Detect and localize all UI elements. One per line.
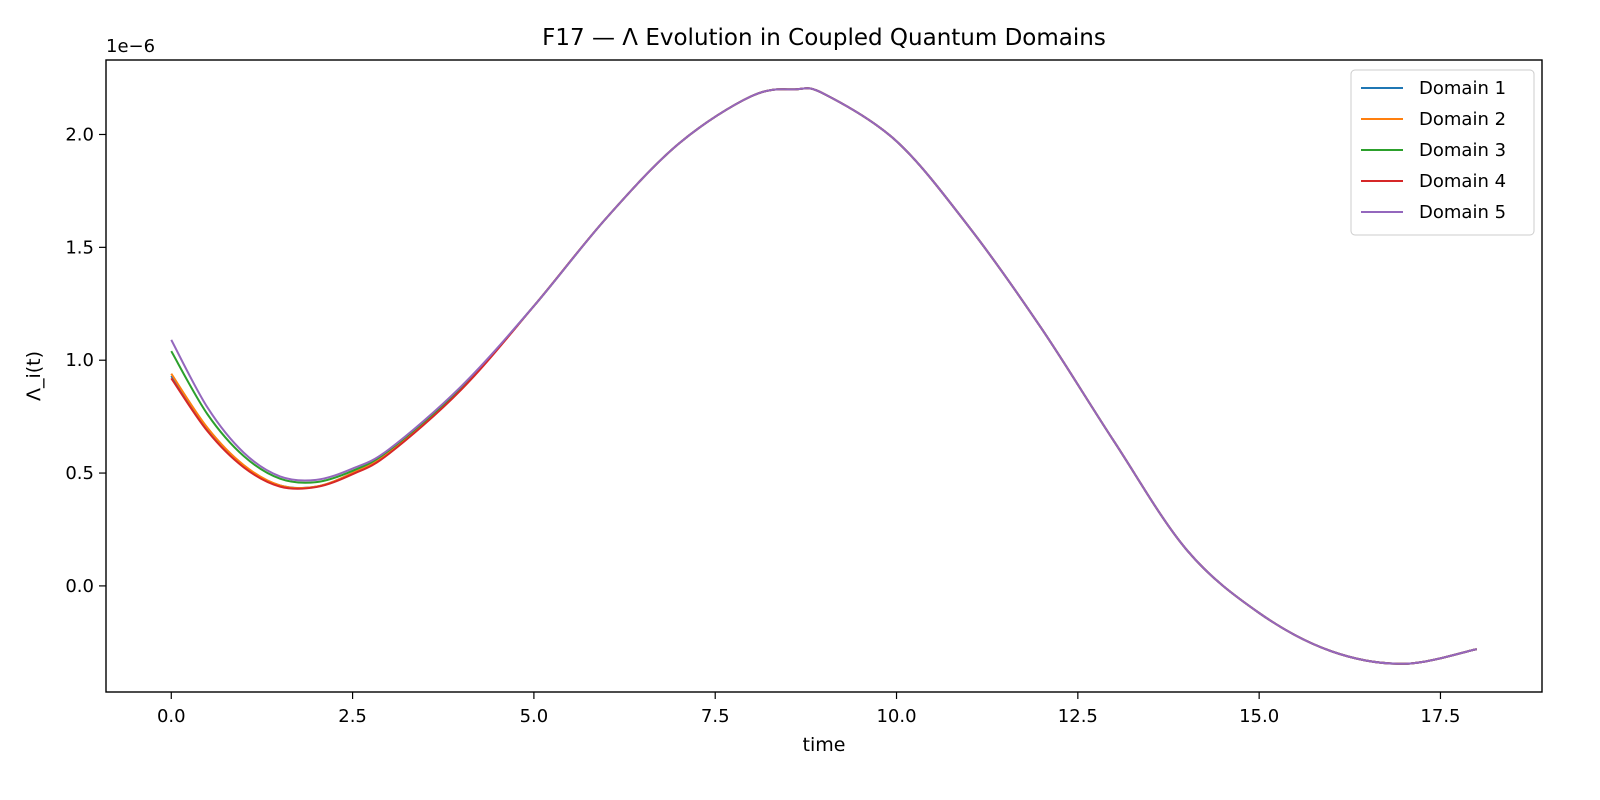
y-tick-label: 1.5 xyxy=(65,237,94,258)
x-axis: 0.0 2.5 5.0 7.5 10.0 12.5 15.0 17.5 xyxy=(157,692,1461,727)
y-axis-label: Λ_i(t) xyxy=(23,351,45,401)
x-axis-label: time xyxy=(803,734,846,756)
y-tick-label: 1.0 xyxy=(65,350,94,371)
x-tick-label: 15.0 xyxy=(1239,706,1279,727)
x-tick-label: 10.0 xyxy=(876,706,916,727)
x-tick-label: 17.5 xyxy=(1420,706,1460,727)
series-line-domain-5 xyxy=(170,87,1477,665)
y-tick-label: 0.5 xyxy=(65,463,94,484)
x-tick-label: 5.0 xyxy=(520,706,549,727)
x-tick-label: 12.5 xyxy=(1058,706,1098,727)
chart-title: F17 — Λ Evolution in Coupled Quantum Dom… xyxy=(542,25,1106,51)
y-tick-label: 2.0 xyxy=(65,124,94,145)
y-tick-label: 0.0 xyxy=(65,576,94,597)
legend-label-domain-1: Domain 1 xyxy=(1419,78,1506,99)
plot-lines xyxy=(170,87,1477,665)
legend-label-domain-3: Domain 3 xyxy=(1419,140,1506,161)
x-tick-label: 0.0 xyxy=(157,706,186,727)
x-tick-label: 7.5 xyxy=(701,706,730,727)
x-tick-label: 2.5 xyxy=(338,706,367,727)
legend-label-domain-2: Domain 2 xyxy=(1419,109,1506,130)
legend-label-domain-4: Domain 4 xyxy=(1419,171,1506,192)
legend: Domain 1 Domain 2 Domain 3 Domain 4 Domain 5 xyxy=(1350,69,1535,236)
legend-label-domain-5: Domain 5 xyxy=(1419,202,1506,223)
legend-box xyxy=(1350,69,1535,236)
y-axis: 0.0 0.5 1.0 1.5 2.0 xyxy=(65,124,106,597)
y-offset-label: 1e−6 xyxy=(106,36,155,57)
plot-frame xyxy=(105,59,1543,693)
